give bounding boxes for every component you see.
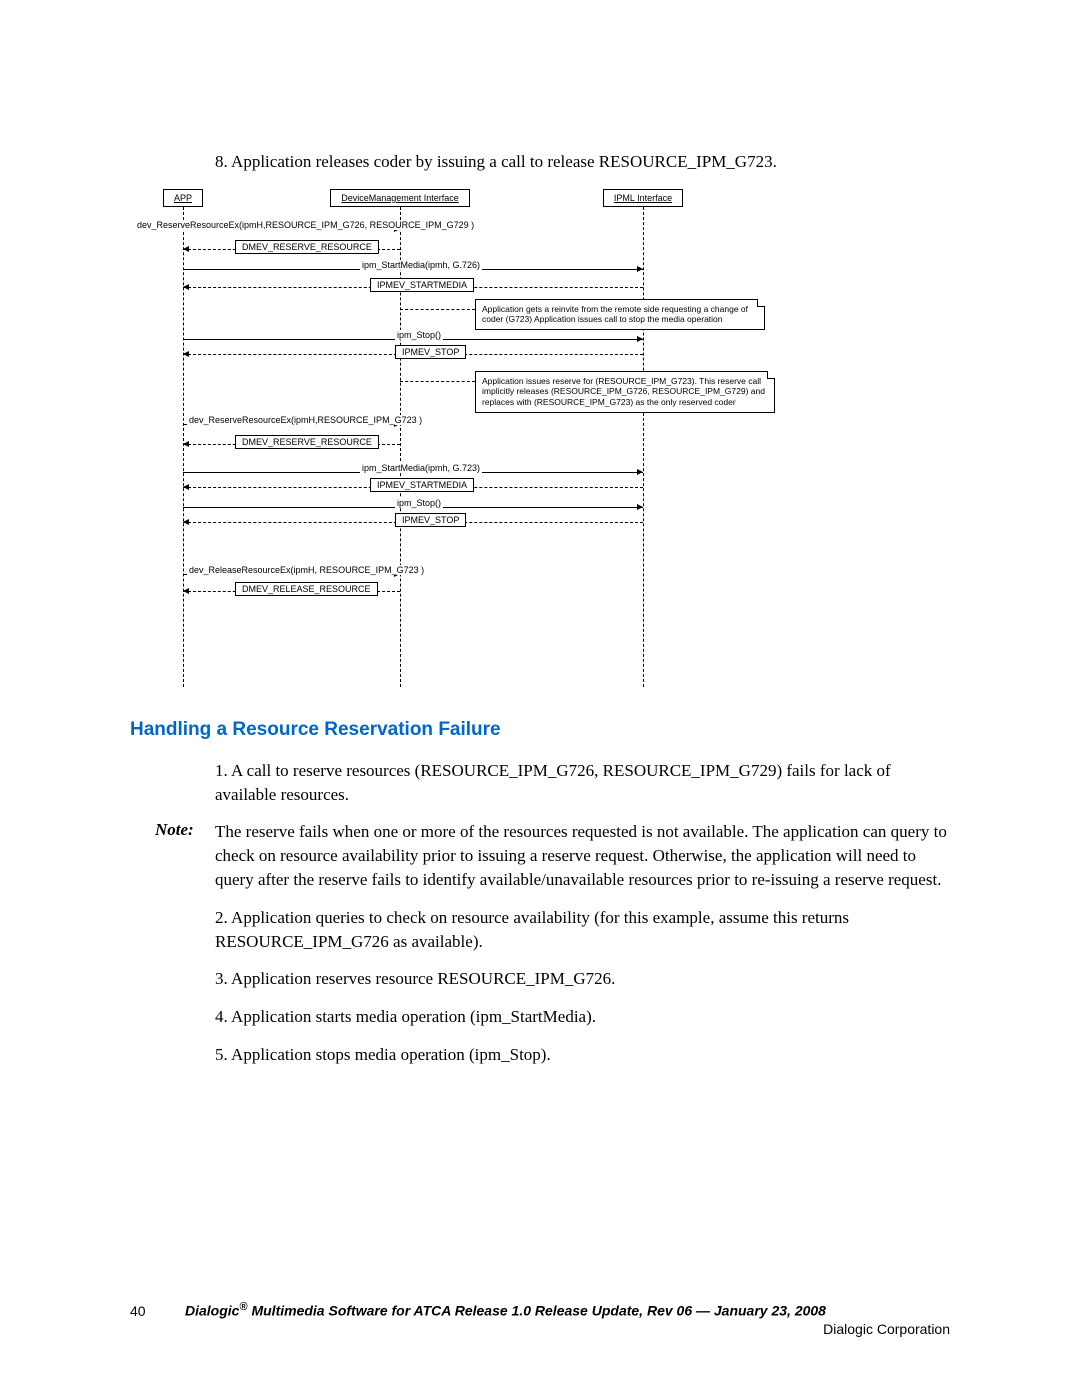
para1: 1. A call to reserve resources (RESOURCE… — [215, 759, 950, 807]
message-label: DMEV_RESERVE_RESOURCE — [235, 240, 379, 254]
arrow-head-icon — [637, 469, 643, 475]
actor-box: DeviceManagement Interface — [330, 189, 470, 207]
footer-corp: Dialogic Corporation — [130, 1321, 950, 1337]
note-label: Note: — [155, 820, 215, 891]
arrow-head-icon — [183, 351, 189, 357]
message-label: IPMEV_STARTMEDIA — [370, 278, 474, 292]
reg-mark: ® — [239, 1301, 247, 1313]
arrow-head-icon — [183, 484, 189, 490]
para5: 5. Application stops media operation (ip… — [215, 1043, 950, 1067]
note-connector — [400, 309, 475, 310]
arrow-head-icon — [637, 266, 643, 272]
arrow-head-icon — [183, 441, 189, 447]
message-label: DMEV_RESERVE_RESOURCE — [235, 435, 379, 449]
sequence-diagram: APP DeviceManagement Interface IPML Interf… — [130, 189, 950, 689]
message-label: ipm_StartMedia(ipmh, G.723) — [360, 463, 482, 473]
note-connector — [400, 381, 475, 382]
message-label: IPMEV_STARTMEDIA — [370, 478, 474, 492]
footer-rest: Multimedia Software for ATCA Release 1.0… — [248, 1303, 826, 1319]
actor-box: IPML Interface — [603, 189, 683, 207]
para2-row: 2. Application queries to check on resou… — [215, 906, 950, 1067]
message-label: IPMEV_STOP — [395, 513, 466, 527]
message-label: DMEV_RELEASE_RESOURCE — [235, 582, 378, 596]
para1-row: 1. A call to reserve resources (RESOURCE… — [215, 759, 950, 807]
message-label: ipm_Stop() — [395, 330, 443, 340]
lifeline — [183, 207, 184, 687]
footer-brand: Dialogic — [185, 1303, 239, 1319]
lifeline — [643, 207, 644, 687]
note-body: The reserve fails when one or more of th… — [215, 820, 950, 891]
section-heading: Handling a Resource Reservation Failure — [130, 719, 950, 741]
message-label: dev_ReleaseResourceEx(ipmH, RESOURCE_IPM… — [187, 565, 426, 575]
para3: 3. Application reserves resource RESOURC… — [215, 967, 950, 991]
arrow-head-icon — [183, 588, 189, 594]
para2: 2. Application queries to check on resou… — [215, 906, 950, 954]
step8-row: 8. Application releases coder by issuing… — [215, 150, 950, 174]
note-corner-icon — [767, 371, 775, 379]
message-label: ipm_Stop() — [395, 498, 443, 508]
step8-text: 8. Application releases coder by issuing… — [215, 150, 950, 174]
footer: 40 Dialogic® Multimedia Software for ATC… — [130, 1301, 950, 1337]
message-label: dev_ReserveResourceEx(ipmH,RESOURCE_IPM_… — [187, 415, 424, 425]
arrow-head-icon — [637, 336, 643, 342]
arrow-head-icon — [637, 504, 643, 510]
arrow-head-icon — [183, 246, 189, 252]
message-label: dev_ReserveResourceEx(ipmH,RESOURCE_IPM_… — [135, 220, 476, 230]
para4: 4. Application starts media operation (i… — [215, 1005, 950, 1029]
message-label: ipm_StartMedia(ipmh, G.726) — [360, 260, 482, 270]
note-row: Note: The reserve fails when one or more… — [155, 820, 950, 891]
diagram-note: Application gets a reinvite from the rem… — [475, 299, 765, 330]
actor-box: APP — [163, 189, 203, 207]
arrow-head-icon — [183, 284, 189, 290]
diagram-note: Application issues reserve for (RESOURCE… — [475, 371, 775, 413]
footer-title: Dialogic® Multimedia Software for ATCA R… — [185, 1301, 950, 1319]
message-label: IPMEV_STOP — [395, 345, 466, 359]
page: 8. Application releases coder by issuing… — [0, 0, 1080, 1397]
arrow-head-icon — [183, 519, 189, 525]
note-corner-icon — [757, 299, 765, 307]
page-number: 40 — [130, 1303, 146, 1319]
